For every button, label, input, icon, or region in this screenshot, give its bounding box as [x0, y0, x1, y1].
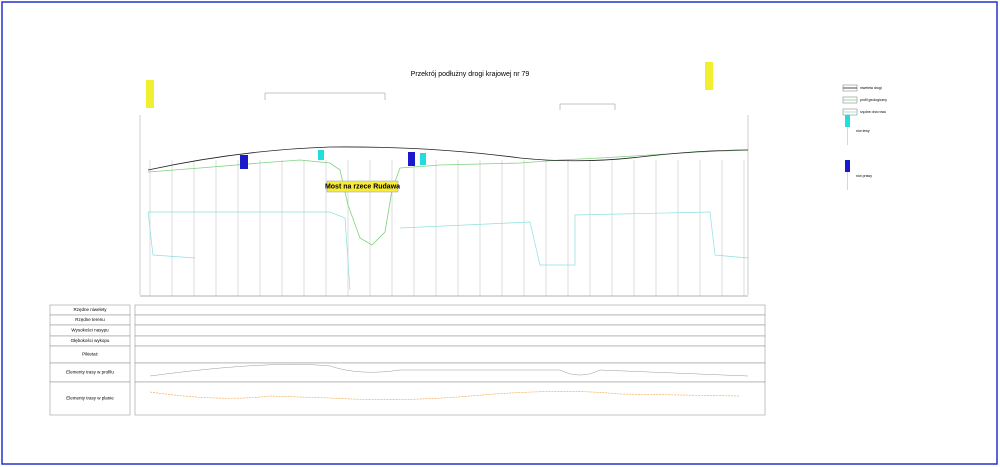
- terrain-line: [147, 149, 749, 246]
- culvert: [240, 155, 248, 169]
- row-cell: [134, 345, 766, 364]
- legend-swatch: [845, 115, 850, 127]
- row-cell: [134, 335, 766, 347]
- ditch-line: [147, 211, 196, 259]
- bridge-label-box: [326, 180, 399, 193]
- row-cell: [134, 362, 766, 383]
- row-label-cell: [49, 381, 131, 416]
- plan-elements: [149, 391, 741, 400]
- profile-table: Rzędne niwelety Rzędne terenu Wysokości na…: [49, 304, 766, 416]
- row-label: Wysokości nasypu: [71, 328, 109, 333]
- legend-label: rów lewy: [856, 129, 870, 133]
- row-label: Głębokości wykopu: [71, 338, 110, 343]
- row-cell: [134, 381, 766, 416]
- legend-swatch: [845, 160, 850, 172]
- bracket: [264, 92, 616, 110]
- legend: niweleta drogi profil geologiczny rzędne d…: [842, 84, 887, 190]
- title: Przekrój podłużny drogi krajowej nr 79: [411, 71, 530, 78]
- row-cell: [134, 314, 766, 326]
- legend-label: rzędne dna rowu: [860, 110, 886, 114]
- legend-label: niweleta drogi: [860, 86, 882, 90]
- culvert: [318, 150, 324, 160]
- row-cell: [134, 324, 766, 337]
- legend-label: profil geologiczny: [860, 98, 887, 102]
- legend-label: rów prawy: [856, 174, 872, 178]
- profile-elements: [149, 364, 749, 377]
- row-label: Rzędne niwelety: [73, 307, 107, 312]
- row-cell: [134, 304, 766, 316]
- grade-line: [147, 146, 749, 171]
- culvert: [408, 152, 415, 166]
- culvert: [420, 153, 426, 165]
- row-label: Pikietaż: [82, 352, 99, 357]
- row-label: Elementy trasy w profilu: [66, 370, 114, 375]
- bridge-label: Most na rzece Rudawa: [325, 183, 400, 190]
- row-label: Rzędne terenu: [75, 317, 105, 322]
- sign: [146, 80, 154, 108]
- row-label: Elementy trasy w planie: [66, 396, 114, 401]
- ditch-line: [148, 211, 749, 291]
- sign: [705, 62, 713, 90]
